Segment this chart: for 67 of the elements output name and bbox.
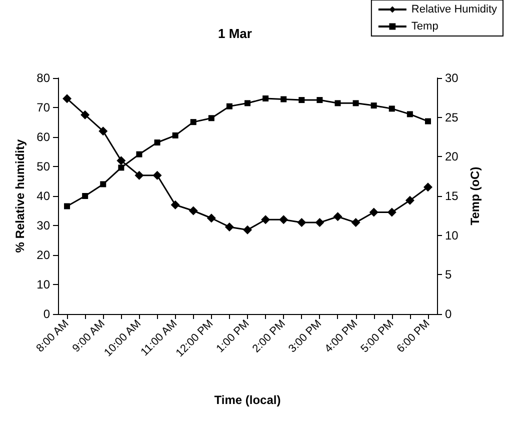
point <box>170 200 180 210</box>
point <box>172 132 178 138</box>
point <box>118 164 124 171</box>
y2-tick-label: 20 <box>445 150 459 164</box>
y2-tick-label: 25 <box>445 110 459 124</box>
y-tick-label: 10 <box>36 278 50 292</box>
y2-tick-label: 5 <box>445 268 452 282</box>
point <box>224 222 234 232</box>
legend-label: Relative Humidity <box>411 4 498 16</box>
point <box>424 118 431 124</box>
point <box>351 218 360 228</box>
point <box>80 110 90 120</box>
x-tick-label: 4:00 PM <box>322 318 360 356</box>
y-tick-label: 70 <box>36 100 50 114</box>
y2-tick-label: 10 <box>445 228 459 242</box>
point <box>261 215 270 224</box>
x-tick-label: 6:00 PM <box>394 318 432 356</box>
legend-label: Temp <box>411 20 438 32</box>
point <box>62 94 72 104</box>
y2-axis-title: Temp (oC) <box>468 166 482 226</box>
point <box>316 97 323 104</box>
x-tick-label: 5:00 PM <box>358 318 396 356</box>
point <box>64 203 70 210</box>
point <box>206 214 216 223</box>
point <box>208 115 214 122</box>
point <box>243 225 252 234</box>
point <box>262 95 269 102</box>
y-tick-label: 60 <box>36 130 50 144</box>
point <box>188 206 198 216</box>
point <box>352 100 359 106</box>
chart-title: 1 Mar <box>218 26 252 41</box>
point <box>388 106 395 112</box>
point <box>405 196 414 205</box>
point <box>154 140 160 146</box>
y-tick-label: 20 <box>36 248 50 262</box>
point <box>190 119 196 126</box>
point <box>406 111 413 118</box>
point <box>315 218 324 228</box>
y-tick-label: 30 <box>36 218 50 232</box>
point <box>280 96 287 102</box>
point <box>297 218 306 228</box>
point <box>82 193 88 199</box>
y2-tick-label: 0 <box>445 307 452 321</box>
point <box>98 126 108 136</box>
point <box>244 100 250 106</box>
y2-tick-label: 30 <box>445 71 459 85</box>
y-tick-label: 50 <box>36 160 50 174</box>
x-tick-label: 3:00 PM <box>286 318 324 356</box>
point <box>134 170 144 180</box>
point <box>279 215 288 224</box>
y-tick-label: 40 <box>36 189 50 203</box>
point <box>369 208 378 217</box>
y-tick-label: 80 <box>36 71 50 85</box>
point <box>152 170 162 180</box>
point <box>226 103 232 110</box>
point <box>100 181 106 188</box>
point <box>116 156 126 166</box>
y2-tick-label: 15 <box>445 189 459 203</box>
x-axis-title: Time (local) <box>214 393 281 407</box>
point <box>334 100 341 106</box>
point <box>423 182 432 192</box>
point <box>333 212 342 222</box>
y-axis-title: % Relative humidity <box>12 139 27 253</box>
point <box>370 102 377 109</box>
point <box>387 208 396 217</box>
point <box>298 97 305 104</box>
point <box>136 151 142 158</box>
